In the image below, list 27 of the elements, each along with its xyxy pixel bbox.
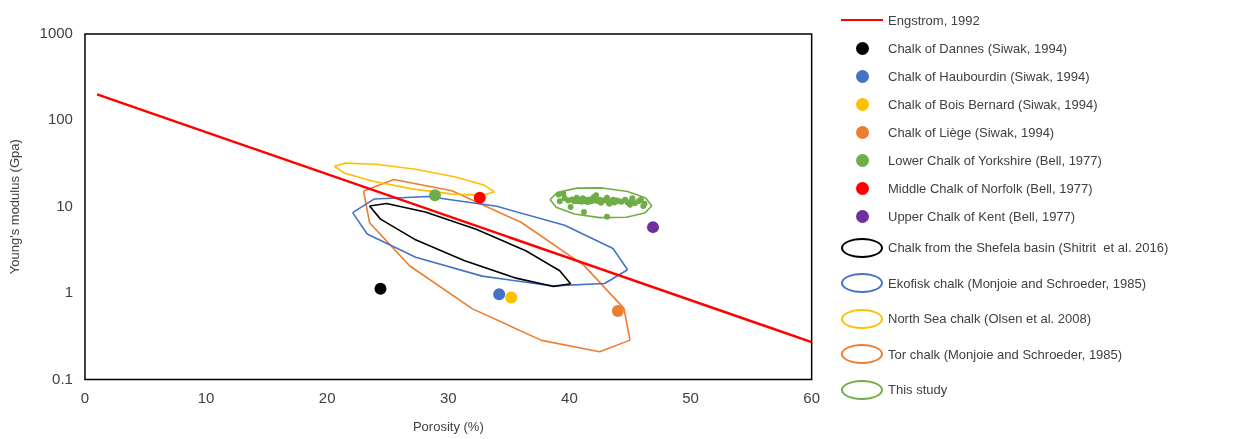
y-axis-title: Young's modulus (Gpa): [7, 139, 23, 275]
legend-label: Chalk of Haubourdin (Siwak, 1994): [888, 68, 1090, 84]
x-tick-label: 10: [197, 388, 215, 406]
y-tick-label: 1000: [39, 24, 73, 42]
x-axis-title: Porosity (%): [412, 418, 484, 434]
x-tick-label: 0: [80, 388, 90, 406]
legend-label: Chalk of Dannes (Siwak, 1994): [888, 40, 1068, 56]
legend-label: North Sea chalk (Olsen et al. 2008): [888, 311, 1092, 327]
legend-label: This study: [888, 382, 948, 398]
legend-label: Chalk from the Shefela basin (Shitrit et al. 2016): [888, 240, 1169, 256]
x-tick-label: 40: [561, 388, 578, 406]
legend-label: Middle Chalk of Norfolk (Bell, 1977): [888, 180, 1093, 196]
y-tick-label: 0.1: [52, 369, 73, 387]
legend-label: Chalk of Bois Bernard (Siwak, 1994): [888, 96, 1098, 112]
legend-label: Chalk of Liège (Siwak, 1994): [888, 124, 1055, 140]
y-tick-label: 1: [64, 283, 73, 301]
x-tick-label: 30: [439, 388, 457, 406]
legend-label: Upper Chalk of Kent (Bell, 1977): [888, 208, 1076, 224]
y-tick-label: 10: [56, 196, 73, 214]
x-tick-label: 60: [803, 388, 820, 406]
legend-label: Ekofisk chalk (Monjoie and Schroeder, 1985): [888, 275, 1146, 291]
x-tick-label: 20: [318, 388, 336, 406]
legend-label: Lower Chalk of Yorkshire (Bell, 1977): [888, 152, 1102, 168]
legend-label: Tor chalk (Monjoie and Schroeder, 1985): [888, 346, 1123, 362]
y-tick-label: 100: [47, 110, 73, 128]
x-tick-label: 50: [682, 388, 699, 406]
legend-label: Engstrom, 1992: [888, 12, 980, 28]
